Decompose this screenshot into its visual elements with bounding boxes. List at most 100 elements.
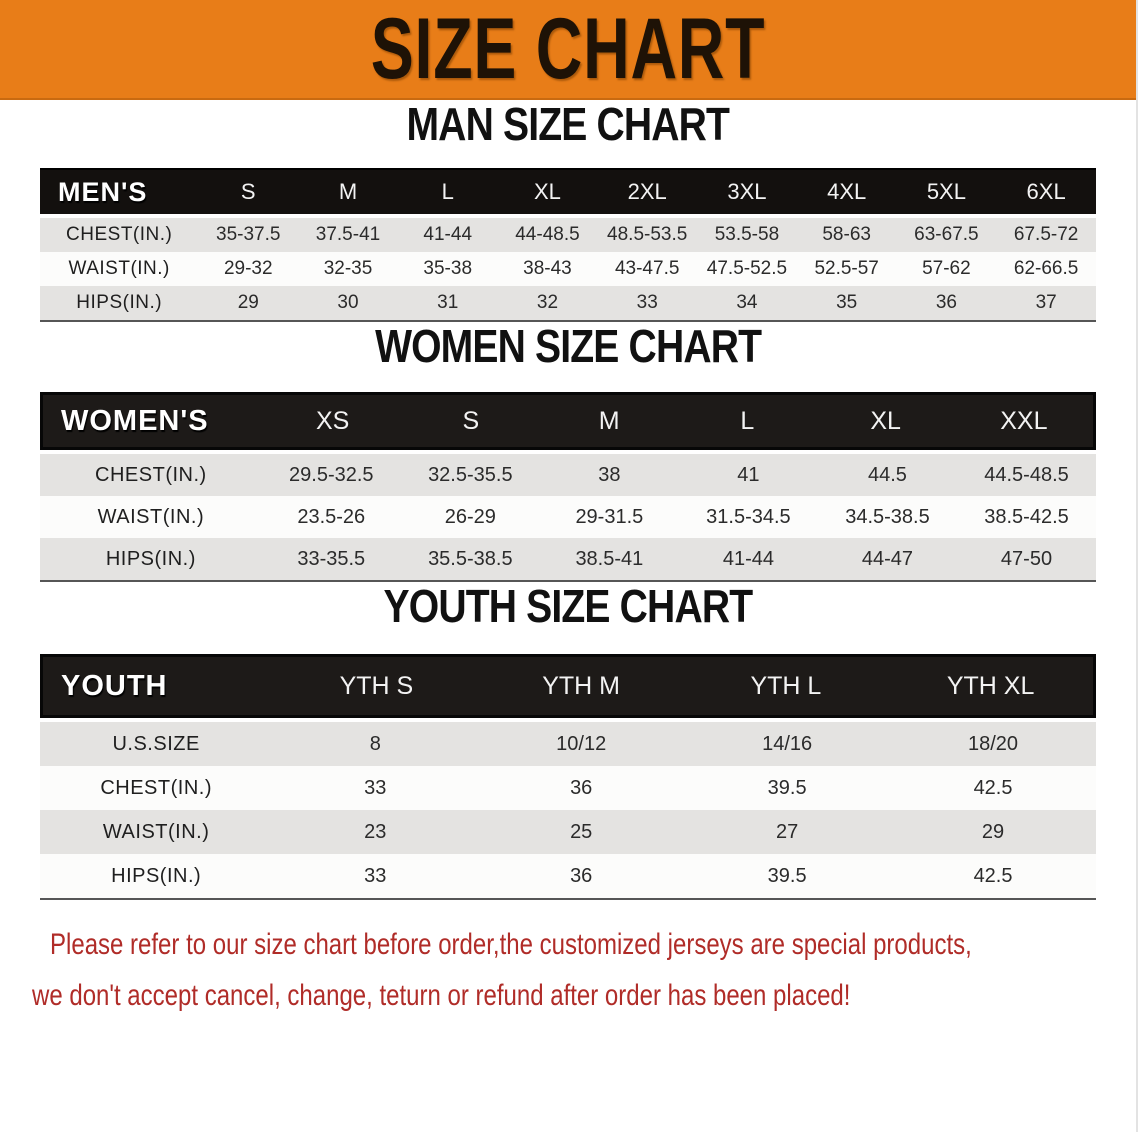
size-column-header: 3XL xyxy=(727,179,767,204)
table-row: CHEST(IN.) 35-37.5 37.5-41 41-44 44-48.5 48.5… xyxy=(40,218,1096,252)
size-cell: 23 xyxy=(364,820,387,843)
size-cell: 30 xyxy=(337,292,359,313)
size-cell: 44-47 xyxy=(861,547,914,570)
section-heading: YOUTH SIZE CHART xyxy=(0,582,1136,630)
size-cell: 25 xyxy=(570,820,593,843)
size-cell: 44.5-48.5 xyxy=(984,463,1069,486)
row-label: CHEST(IN.) xyxy=(100,776,212,799)
size-table-womens: WOMEN'S XS S M L XL XXL CHEST(IN.) 29.5-32.5 32.5… xyxy=(40,392,1096,582)
size-column-header: YTH M xyxy=(542,671,621,700)
size-cell: 33 xyxy=(636,292,658,313)
size-cell: 37 xyxy=(1035,292,1057,313)
row-label: HIPS(IN.) xyxy=(111,864,202,887)
size-cell: 35-37.5 xyxy=(216,224,281,245)
size-cell: 48.5-53.5 xyxy=(607,224,688,245)
size-column-header: M xyxy=(598,406,620,435)
size-cell: 35-38 xyxy=(423,258,473,279)
size-cell: 42.5 xyxy=(973,776,1013,799)
row-label: U.S.SIZE xyxy=(112,732,200,755)
size-column-header: XXL xyxy=(1000,406,1048,435)
size-column-header: YTH L xyxy=(750,671,822,700)
size-cell: 37.5-41 xyxy=(315,224,381,245)
size-cell: 41-44 xyxy=(722,547,774,570)
size-cell: 18/20 xyxy=(968,732,1019,755)
table-header-label: MEN'S xyxy=(58,176,148,207)
size-cell: 26-29 xyxy=(444,505,496,528)
size-cell: 38-43 xyxy=(523,258,572,279)
size-column-header: XL xyxy=(870,406,901,435)
size-section-womens: WOMEN SIZE CHART WOMEN'S XS S M L XL XXL CHEST(I… xyxy=(0,322,1136,582)
size-cell: 41-44 xyxy=(423,224,473,245)
size-column-header: XS xyxy=(315,406,350,435)
table-row: U.S.SIZE 8 10/12 14/16 18/20 xyxy=(40,722,1096,766)
size-column-header: 4XL xyxy=(827,179,867,204)
section-heading-text: WOMEN SIZE CHART xyxy=(374,320,762,372)
size-column-header: 5XL xyxy=(926,179,966,204)
size-cell: 14/16 xyxy=(762,732,813,755)
size-cell: 58-63 xyxy=(822,224,871,245)
table-header: WOMEN'S XS S M L XL XXL xyxy=(40,392,1096,450)
size-cell: 62-66.5 xyxy=(1013,258,1079,279)
size-cell: 8 xyxy=(369,732,381,755)
size-cell: 44-48.5 xyxy=(515,224,580,245)
size-cell: 32.5-35.5 xyxy=(428,463,513,486)
disclaimer-line-1: Please refer to our size chart before or… xyxy=(50,928,972,961)
size-cell: 38.5-41 xyxy=(575,547,644,570)
size-section-youth: YOUTH SIZE CHART YOUTH YTH S YTH M YTH L YTH … xyxy=(0,582,1136,900)
size-section-mens: MAN SIZE CHART MEN'S S M L XL 2XL 3XL 4XL 5XL 6XL C… xyxy=(0,100,1136,322)
size-cell: 29 xyxy=(981,820,1005,843)
size-cell: 47.5-52.5 xyxy=(706,258,788,279)
size-cell: 52.5-57 xyxy=(814,258,879,279)
table-header-label: WOMEN'S xyxy=(61,404,209,437)
size-cell: 53.5-58 xyxy=(714,224,780,245)
size-cell: 32-35 xyxy=(323,258,373,279)
size-column-header: L xyxy=(740,406,755,435)
table-row: CHEST(IN.) 33 36 39.5 42.5 xyxy=(40,766,1096,810)
row-label: CHEST(IN.) xyxy=(95,463,207,486)
size-cell: 63-67.5 xyxy=(914,224,979,245)
table-row: WAIST(IN.) 29-32 32-35 35-38 38-43 43-47.5 47.… xyxy=(40,252,1096,286)
size-cell: 31 xyxy=(437,292,459,313)
size-table-mens: MEN'S S M L XL 2XL 3XL 4XL 5XL 6XL CHEST(IN.) 35-37… xyxy=(40,168,1096,322)
size-cell: 38.5-42.5 xyxy=(984,505,1069,528)
size-column-header: 6XL xyxy=(1026,179,1066,204)
size-cell: 33 xyxy=(364,864,387,887)
size-cell: 32 xyxy=(536,292,559,313)
size-cell: 10/12 xyxy=(556,732,607,755)
row-label: WAIST(IN.) xyxy=(68,258,170,279)
size-cell: 36 xyxy=(935,292,957,313)
size-cell: 35 xyxy=(836,292,858,313)
size-cell: 43-47.5 xyxy=(614,258,680,279)
table-header: MEN'S S M L XL 2XL 3XL 4XL 5XL 6XL xyxy=(40,168,1096,214)
table-header: YOUTH YTH S YTH M YTH L YTH XL xyxy=(40,654,1096,718)
size-column-header: YTH XL xyxy=(946,671,1035,700)
table-row: CHEST(IN.) 29.5-32.5 32.5-35.5 38 41 44.5 44.5… xyxy=(40,454,1096,496)
size-cell: 33-35.5 xyxy=(297,547,366,570)
row-label: CHEST(IN.) xyxy=(66,224,173,245)
size-column-header: 2XL xyxy=(627,179,667,204)
section-heading: MAN SIZE CHART xyxy=(0,100,1136,148)
size-cell: 42.5 xyxy=(973,864,1013,887)
table-row: HIPS(IN.) 29 30 31 32 33 34 35 36 37 xyxy=(40,286,1096,320)
size-column-header: XL xyxy=(534,179,561,204)
size-column-header: M xyxy=(338,179,358,204)
row-label: WAIST(IN.) xyxy=(97,505,205,528)
row-label: HIPS(IN.) xyxy=(76,292,163,313)
size-column-header: L xyxy=(441,179,454,204)
size-cell: 39.5 xyxy=(767,776,807,799)
disclaimer-note: Please refer to our size chart before or… xyxy=(0,922,1136,1024)
size-cell: 29-32 xyxy=(223,258,273,279)
size-cell: 34.5-38.5 xyxy=(845,505,930,528)
row-label: HIPS(IN.) xyxy=(105,547,196,570)
section-heading-text: YOUTH SIZE CHART xyxy=(383,580,754,632)
table-header-label: YOUTH xyxy=(61,669,168,702)
size-column-header: S xyxy=(240,179,256,204)
size-cell: 44.5 xyxy=(867,463,907,486)
size-column-header: YTH S xyxy=(339,671,414,700)
size-cell: 36 xyxy=(570,864,593,887)
table-row: HIPS(IN.) 33-35.5 35.5-38.5 38.5-41 41-44 44-… xyxy=(40,538,1096,580)
size-cell: 39.5 xyxy=(767,864,807,887)
disclaimer-line-2: we don't accept cancel, change, teturn o… xyxy=(32,979,851,1012)
section-heading: WOMEN SIZE CHART xyxy=(0,322,1136,370)
size-cell: 31.5-34.5 xyxy=(706,505,791,528)
